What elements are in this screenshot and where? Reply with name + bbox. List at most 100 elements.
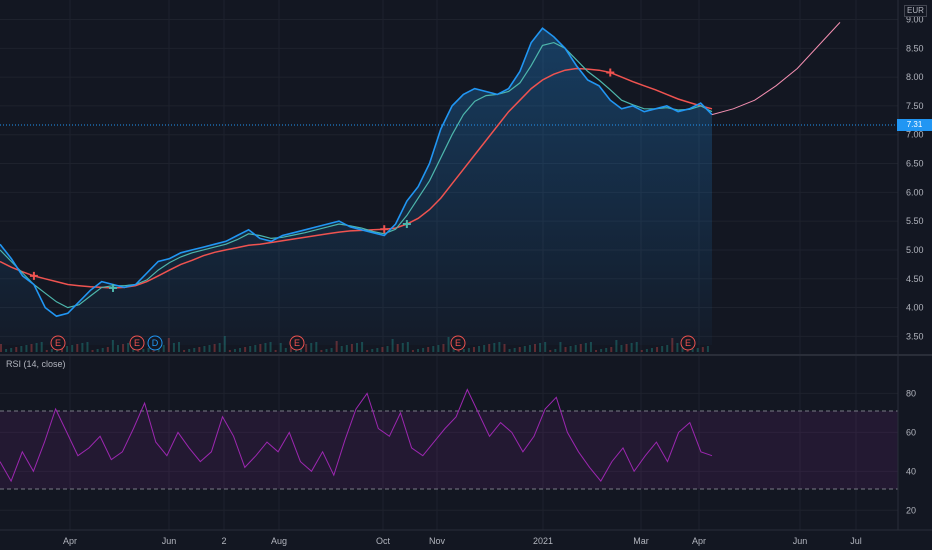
forecast-curve	[711, 22, 841, 116]
volume-bar	[15, 347, 18, 352]
volume-bar	[218, 343, 221, 352]
volume-bar	[661, 346, 664, 352]
volume-bar	[228, 350, 231, 352]
volume-bar	[686, 350, 689, 352]
cross-marker	[109, 283, 118, 292]
rsi-tick-label: 40	[906, 466, 916, 476]
price-tick-label: 4.00	[906, 303, 924, 313]
volume-bar	[564, 347, 567, 352]
volume-bar	[279, 343, 282, 352]
cross-marker	[380, 225, 389, 234]
volume-bar	[254, 345, 257, 352]
volume-bar	[472, 347, 475, 352]
price-area	[0, 28, 712, 345]
volume-bar	[498, 342, 501, 352]
volume-bar	[0, 344, 2, 352]
volume-bar	[96, 349, 99, 352]
event-label: D	[152, 338, 159, 348]
earnings-marker: E	[450, 335, 466, 351]
volume-bar	[310, 343, 313, 352]
volume-bar	[381, 347, 384, 352]
volume-bar	[569, 346, 572, 352]
volume-bar	[656, 347, 659, 352]
volume-bar	[162, 345, 165, 352]
volume-bar	[203, 346, 206, 352]
volume-bar	[50, 349, 53, 352]
volume-bar	[706, 346, 709, 352]
volume-bar	[172, 343, 175, 352]
time-axis-labels: Apr Jun 2 Aug Oct Nov 2021 Mar Apr Jun Jul	[63, 536, 862, 546]
rsi-tick-label: 20	[906, 505, 916, 515]
volume-bar	[10, 348, 13, 352]
event-label: E	[455, 338, 461, 348]
cross-marker	[29, 271, 38, 280]
rsi-axis-labels: 20 40 60 80	[906, 388, 916, 515]
volume-bar	[696, 348, 699, 352]
volume-bar	[350, 344, 353, 352]
volume-bar	[45, 350, 48, 352]
volume-bar	[442, 344, 445, 352]
volume-bar	[361, 342, 364, 352]
volume-bar	[406, 342, 409, 352]
volume-bar	[81, 343, 84, 352]
volume-bar	[340, 346, 343, 352]
volume-bar	[259, 344, 262, 352]
volume-bar	[325, 349, 328, 352]
volume-bar	[30, 344, 33, 352]
volume-bar	[330, 348, 333, 352]
currency-unit: EUR	[904, 5, 927, 17]
volume-bar	[640, 350, 643, 352]
volume-bar	[371, 349, 374, 352]
rsi-band	[0, 411, 898, 489]
cross-marker	[402, 220, 411, 229]
volume-bar	[600, 349, 603, 352]
earnings-marker: E	[289, 335, 305, 351]
volume-bar	[86, 342, 89, 352]
volume-bar	[35, 343, 38, 352]
earnings-marker: E	[50, 335, 66, 351]
slow-ma-line	[0, 67, 713, 289]
volume-bar	[320, 350, 323, 352]
volume-bar	[549, 350, 552, 352]
volume-bar	[116, 345, 119, 352]
volume-bar	[335, 341, 338, 352]
volume-bar	[233, 349, 236, 352]
volume-bar	[178, 342, 180, 352]
price-tick-label: 4.50	[906, 274, 924, 284]
volume-bar	[523, 346, 526, 352]
volume-bar	[284, 348, 287, 352]
volume-bar	[249, 346, 252, 352]
price-tick-label: 8.50	[906, 43, 924, 53]
rsi-title: RSI (14, close)	[6, 359, 66, 369]
volume-bar	[528, 345, 531, 352]
volume-bar	[61, 347, 64, 352]
volume-bar	[391, 339, 394, 352]
volume-bar	[595, 350, 598, 352]
volume-bar	[244, 347, 247, 352]
volume-bar	[462, 349, 465, 352]
volume-bar	[508, 349, 511, 352]
volume-bar	[427, 347, 430, 352]
volume-bar	[574, 345, 577, 352]
volume-bar	[422, 348, 425, 352]
volume-bar	[691, 349, 694, 352]
volume-bar	[518, 347, 521, 352]
volume-bar	[183, 350, 186, 352]
volume-bar	[188, 349, 191, 352]
volume-bar	[701, 347, 704, 352]
volume-bar	[198, 347, 201, 352]
volume-bar	[676, 343, 679, 352]
volume-bar	[630, 343, 633, 352]
price-tick-label: 5.50	[906, 216, 924, 226]
event-label: E	[294, 338, 300, 348]
volume-bar	[625, 344, 628, 352]
volume-bar	[356, 343, 358, 352]
volume-bar	[66, 346, 69, 352]
volume-bar	[554, 349, 557, 352]
volume-bar	[610, 347, 613, 352]
volume-bar	[101, 348, 104, 352]
volume-bar	[111, 340, 114, 352]
price-tick-label: 7.50	[906, 101, 924, 111]
